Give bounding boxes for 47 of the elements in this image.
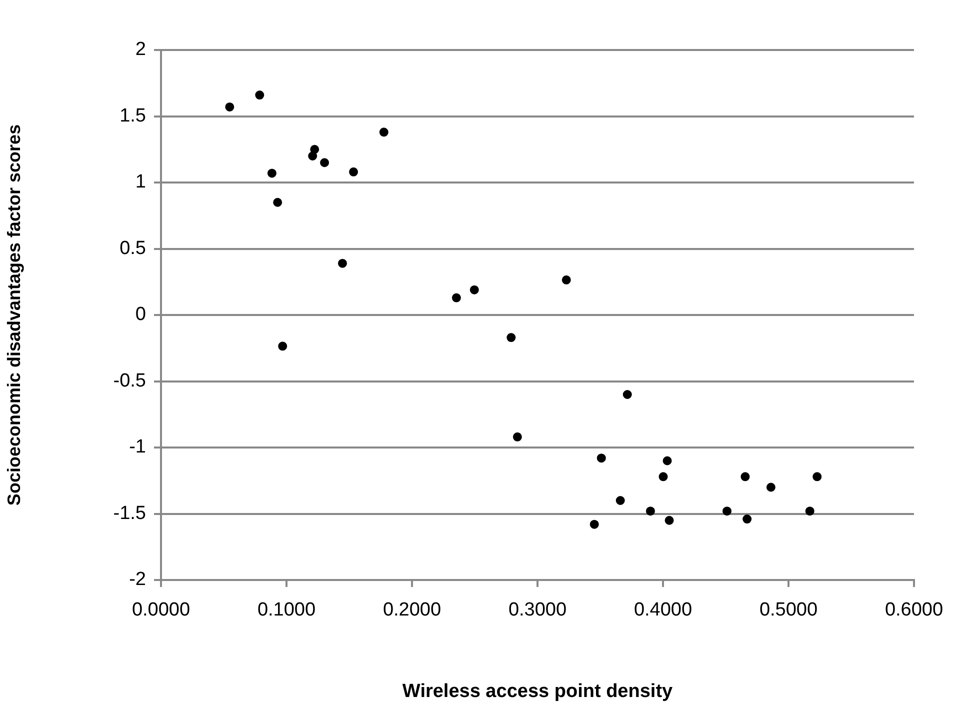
x-tick-label: 0.3000 bbox=[508, 600, 567, 621]
y-tick-label: -1 bbox=[129, 436, 146, 458]
point bbox=[590, 520, 599, 529]
point bbox=[664, 516, 674, 525]
point bbox=[596, 454, 606, 463]
y-tick-label: 0.5 bbox=[120, 238, 146, 259]
point bbox=[722, 506, 732, 516]
y-tick-label: 2 bbox=[135, 39, 146, 60]
point bbox=[512, 432, 522, 442]
point bbox=[662, 456, 672, 466]
point bbox=[379, 128, 388, 137]
x-tick-label: 0.2000 bbox=[382, 600, 442, 621]
x-tick-label: 0.6000 bbox=[884, 600, 944, 621]
y-tick-label: -1.5 bbox=[113, 502, 146, 524]
point bbox=[740, 472, 750, 482]
point bbox=[805, 506, 814, 516]
y-tick-label: 1.5 bbox=[120, 105, 146, 126]
y-tick-label: -0.5 bbox=[113, 370, 146, 392]
y-axis-title: Socioeconomic disadvantages factor scores bbox=[4, 124, 24, 506]
y-tick-label: -2 bbox=[129, 569, 146, 590]
point bbox=[562, 275, 571, 284]
point bbox=[742, 514, 752, 524]
point bbox=[278, 342, 288, 351]
point bbox=[308, 152, 318, 160]
y-tick-label: 1 bbox=[135, 172, 146, 193]
x-tick-label: 0.0000 bbox=[132, 600, 190, 621]
point bbox=[267, 168, 276, 178]
point bbox=[812, 472, 822, 482]
point bbox=[470, 285, 479, 294]
point bbox=[658, 472, 668, 482]
point bbox=[646, 506, 655, 516]
point bbox=[320, 158, 330, 168]
point bbox=[616, 496, 625, 505]
point bbox=[506, 333, 516, 342]
point bbox=[452, 293, 461, 302]
point bbox=[225, 102, 234, 112]
x-tick-label: 0.5000 bbox=[759, 600, 818, 621]
x-tick-label: 0.4000 bbox=[634, 600, 692, 621]
x-tick-label: 0.1000 bbox=[257, 600, 316, 621]
point bbox=[255, 90, 264, 100]
point bbox=[766, 482, 776, 492]
point bbox=[273, 198, 282, 207]
x-axis-title: Wireless access point density bbox=[402, 680, 674, 702]
y-tick-label: 0 bbox=[135, 304, 146, 326]
point bbox=[338, 258, 347, 268]
point bbox=[349, 167, 358, 176]
point bbox=[622, 390, 632, 399]
